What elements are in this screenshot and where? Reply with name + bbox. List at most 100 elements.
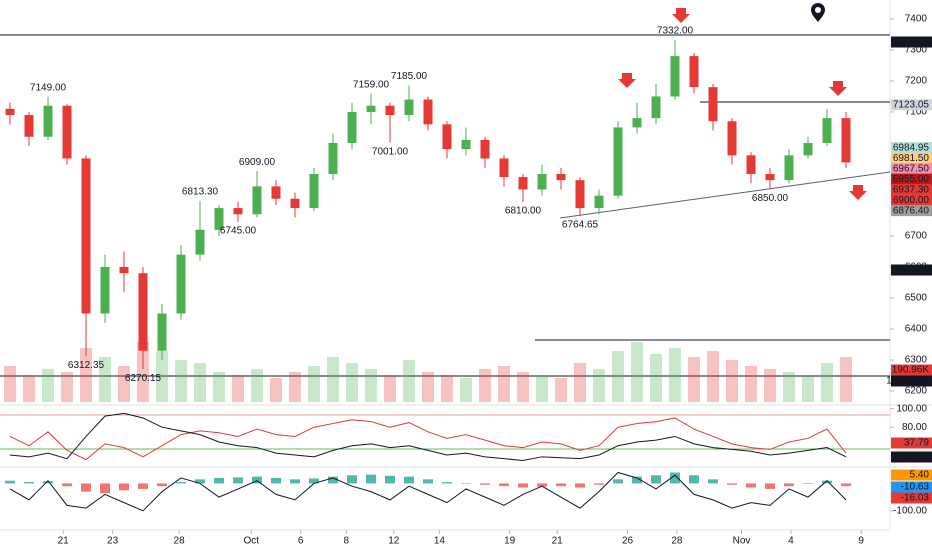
macd-histogram-bar <box>385 475 395 484</box>
volume-bar <box>726 360 738 402</box>
price-label-bg <box>891 194 932 206</box>
volume-bar <box>213 372 225 402</box>
x-tick-label: 14 <box>434 536 446 547</box>
volume-bar <box>498 366 510 402</box>
volume-bar <box>821 363 833 402</box>
macd-histogram-bar <box>575 483 585 488</box>
macd-histogram-bar <box>233 477 243 484</box>
candle-body <box>632 118 642 128</box>
price-label: 6900.00 <box>893 195 930 206</box>
macd-histogram-bar <box>100 483 110 494</box>
side-label: 1.21 <box>910 265 930 276</box>
macd-histogram-bar <box>81 483 91 492</box>
x-tick-label: 12 <box>388 536 400 547</box>
volume-bar <box>118 366 130 402</box>
volume-bar <box>42 369 54 402</box>
volume-bar <box>156 351 168 402</box>
volume-bar <box>441 375 453 402</box>
price-label: 7123.05 <box>893 99 930 110</box>
low-label: 7001.00 <box>372 146 409 157</box>
volume-bar <box>4 366 16 402</box>
candle-body <box>328 142 338 174</box>
candle-body <box>423 99 433 125</box>
x-tick-label: 26 <box>622 536 634 547</box>
x-tick-label: 6 <box>298 536 304 547</box>
volume-bar <box>194 363 206 402</box>
candle-body <box>119 267 129 274</box>
price-label: 6876.40 <box>893 205 930 216</box>
price-label-bg <box>891 184 932 196</box>
y-tick-label: 7400 <box>905 14 928 25</box>
price-label: 6981.50 <box>893 153 930 164</box>
candle-body <box>309 173 319 209</box>
side-label: -10.63 <box>901 482 930 493</box>
macd-histogram-bar <box>271 477 281 484</box>
candle-body <box>689 56 699 88</box>
y-tick-label: 80.00 <box>902 422 927 433</box>
volume-bar <box>251 369 263 402</box>
macd-histogram-bar <box>765 483 775 489</box>
candle-body <box>518 177 528 190</box>
side-label-bg <box>891 36 932 48</box>
volume-bar <box>631 342 643 402</box>
low-label: 6764.65 <box>562 220 599 231</box>
volume-bar <box>479 369 491 402</box>
volume-bar <box>384 375 396 402</box>
side-label: 12261 <box>901 37 929 48</box>
macd-histogram-bar <box>670 472 680 484</box>
price-label-bg <box>891 205 932 217</box>
candle-body <box>613 127 623 196</box>
candle-body <box>385 105 395 116</box>
macd-histogram-bar <box>822 480 832 484</box>
macd-histogram-bar <box>746 483 756 488</box>
macd-histogram-bar <box>43 481 53 484</box>
price-label-bg <box>891 173 932 185</box>
candle-body <box>727 121 737 156</box>
candle-body <box>24 115 34 137</box>
low-label: 6312.35 <box>68 360 105 371</box>
volume-bar <box>783 372 795 402</box>
macd-histogram-bar <box>252 476 262 484</box>
side-label-bg <box>891 469 932 481</box>
candle-body <box>480 139 490 159</box>
macd-histogram-bar <box>803 483 813 484</box>
price-label: 6955.00 <box>893 174 930 185</box>
macd-histogram-bar <box>195 479 205 484</box>
candle-body <box>404 99 414 116</box>
side-label: -16.03 <box>901 493 930 504</box>
volume-bar <box>669 348 681 402</box>
volume-bar <box>61 372 73 402</box>
x-tick-label: 9 <box>858 536 864 547</box>
oscillator-line <box>9 412 847 462</box>
macd-histogram-bar <box>328 476 338 484</box>
arrow-down <box>672 8 690 23</box>
candle-body <box>366 105 376 112</box>
price-label: 6967.50 <box>893 163 930 174</box>
volume-bar <box>403 360 415 402</box>
x-tick-label: 19 <box>504 536 516 547</box>
volume-bar <box>270 378 282 402</box>
side-label-bg <box>891 437 932 449</box>
macd-histogram-bar <box>480 483 490 485</box>
macd-histogram-bar <box>62 483 72 487</box>
y-tick-label: 6300 <box>905 355 928 366</box>
side-label-bg <box>891 451 932 463</box>
high-label: 7149.00 <box>30 82 67 93</box>
y-tick-label: 7200 <box>905 76 928 87</box>
volume-bar <box>517 372 529 402</box>
volume-bar <box>137 342 149 402</box>
volume-bar <box>327 357 339 402</box>
candle-body <box>100 267 110 314</box>
y-tick-label: 6200 <box>905 386 928 397</box>
macd-histogram-bar <box>404 476 414 484</box>
y-tick-label: 100.00 <box>896 403 927 414</box>
volume-bar <box>536 375 548 402</box>
candle-body <box>233 208 243 215</box>
macd-histogram-bar <box>176 482 186 484</box>
side-label: 37.79 <box>904 438 929 449</box>
volume-bar <box>840 357 852 402</box>
candle-body <box>290 198 300 209</box>
candle-body <box>537 173 547 190</box>
candle-body <box>784 155 794 181</box>
macd-histogram-bar <box>537 483 547 487</box>
